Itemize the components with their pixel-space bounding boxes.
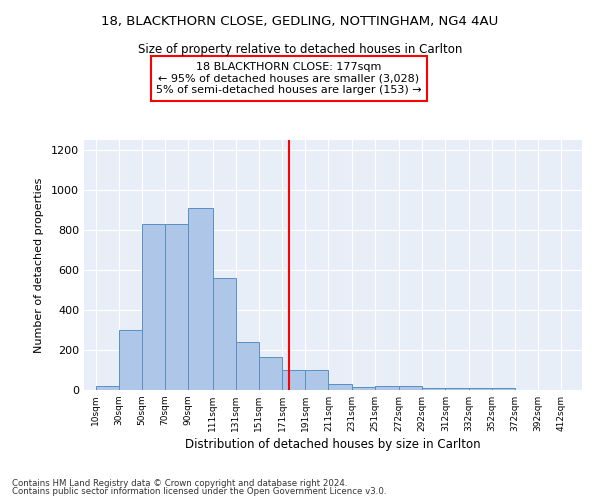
Text: Contains public sector information licensed under the Open Government Licence v3: Contains public sector information licen… <box>12 487 386 496</box>
Bar <box>95 386 119 390</box>
Bar <box>119 330 142 390</box>
Bar <box>212 278 236 390</box>
Bar <box>305 370 328 390</box>
Bar <box>399 386 422 390</box>
Bar <box>374 386 399 390</box>
Bar <box>328 384 352 390</box>
Text: 18 BLACKTHORN CLOSE: 177sqm
← 95% of detached houses are smaller (3,028)
5% of s: 18 BLACKTHORN CLOSE: 177sqm ← 95% of det… <box>156 62 422 95</box>
Bar <box>165 224 188 390</box>
Bar <box>188 208 212 390</box>
Bar <box>236 342 259 390</box>
Bar <box>422 388 445 390</box>
Y-axis label: Number of detached properties: Number of detached properties <box>34 178 44 352</box>
X-axis label: Distribution of detached houses by size in Carlton: Distribution of detached houses by size … <box>185 438 481 451</box>
Bar <box>142 224 165 390</box>
Bar <box>491 388 515 390</box>
Bar <box>469 388 491 390</box>
Bar <box>259 357 282 390</box>
Bar <box>282 370 305 390</box>
Text: 18, BLACKTHORN CLOSE, GEDLING, NOTTINGHAM, NG4 4AU: 18, BLACKTHORN CLOSE, GEDLING, NOTTINGHA… <box>101 15 499 28</box>
Bar <box>445 388 469 390</box>
Text: Size of property relative to detached houses in Carlton: Size of property relative to detached ho… <box>138 42 462 56</box>
Text: Contains HM Land Registry data © Crown copyright and database right 2024.: Contains HM Land Registry data © Crown c… <box>12 478 347 488</box>
Bar <box>352 387 374 390</box>
